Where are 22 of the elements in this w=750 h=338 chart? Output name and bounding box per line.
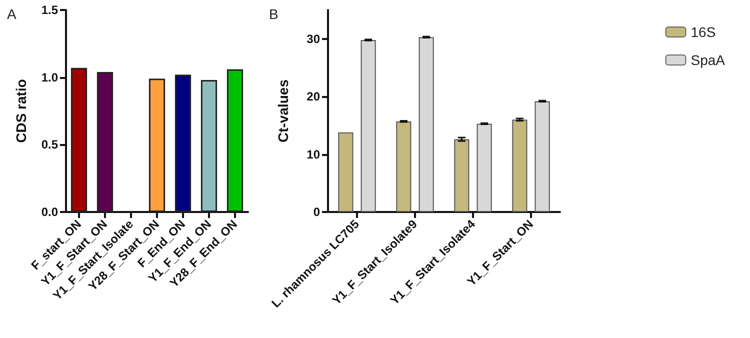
y-tick-label: 0.5: [41, 138, 58, 152]
y-tick-label: 1.0: [41, 70, 58, 84]
bar: [454, 139, 470, 212]
bar: [338, 132, 354, 212]
legend-label: 16S: [690, 24, 716, 40]
y-tick-label: 30: [306, 32, 320, 46]
y-tick-label: 0.0: [41, 205, 58, 219]
y-tick-label: 0: [313, 205, 320, 219]
y-tick-label: 1.5: [41, 3, 58, 17]
y-axis-title: CDS ratio: [13, 79, 29, 143]
chart-title: B: [269, 6, 278, 22]
chart-title: A: [7, 6, 17, 22]
y-axis-title: Ct-values: [275, 79, 291, 143]
bar: [418, 37, 434, 212]
bar: [512, 120, 528, 212]
y-tick-label: 10: [306, 147, 320, 162]
legend-label: SpaA: [690, 52, 726, 68]
y-tick-label: 20: [306, 90, 320, 104]
bar: [534, 101, 550, 212]
bar: [476, 124, 492, 212]
bar: [396, 121, 412, 212]
bar: [360, 40, 376, 212]
